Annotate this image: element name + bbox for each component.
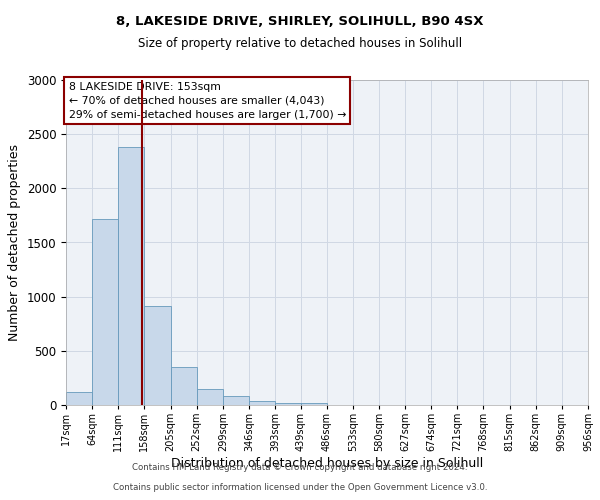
Bar bbox=[118, 147, 145, 405]
Bar bbox=[66, 392, 92, 405]
X-axis label: Distribution of detached houses by size in Solihull: Distribution of detached houses by size … bbox=[171, 457, 483, 470]
Bar bbox=[223, 396, 249, 405]
Bar bbox=[249, 400, 275, 405]
Bar bbox=[275, 403, 301, 405]
Bar bbox=[170, 367, 197, 405]
Text: Contains public sector information licensed under the Open Government Licence v3: Contains public sector information licen… bbox=[113, 484, 487, 492]
Y-axis label: Number of detached properties: Number of detached properties bbox=[8, 144, 21, 341]
Bar bbox=[145, 306, 170, 405]
Bar bbox=[301, 403, 327, 405]
Bar bbox=[197, 389, 223, 405]
Text: Size of property relative to detached houses in Solihull: Size of property relative to detached ho… bbox=[138, 38, 462, 51]
Bar bbox=[92, 218, 118, 405]
Text: Contains HM Land Registry data © Crown copyright and database right 2024.: Contains HM Land Registry data © Crown c… bbox=[132, 464, 468, 472]
Text: 8, LAKESIDE DRIVE, SHIRLEY, SOLIHULL, B90 4SX: 8, LAKESIDE DRIVE, SHIRLEY, SOLIHULL, B9… bbox=[116, 15, 484, 28]
Text: 8 LAKESIDE DRIVE: 153sqm
← 70% of detached houses are smaller (4,043)
29% of sem: 8 LAKESIDE DRIVE: 153sqm ← 70% of detach… bbox=[68, 82, 346, 120]
